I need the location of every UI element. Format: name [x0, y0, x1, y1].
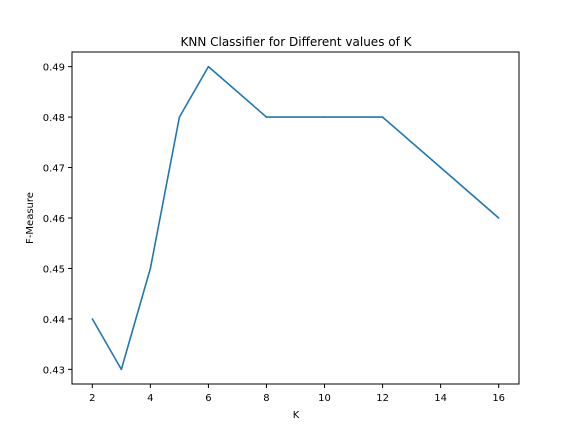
y-axis-label: F-Measure: [25, 192, 36, 244]
series-0-point-3: [178, 116, 181, 118]
x-tick-label-0: 2: [89, 393, 95, 404]
x-tick-label-4: 10: [318, 393, 331, 404]
series-0-point-0: [91, 318, 94, 320]
x-tick-label-3: 8: [263, 393, 269, 404]
y-axis-ticks: 0.43 0.44 0.45 0.46 0.47 0.48 0.49: [43, 63, 72, 376]
y-tick-label-3: 0.46: [43, 214, 65, 225]
x-axis-ticks: 2 4 6 8 10 12 14 16: [89, 384, 505, 404]
y-tick-label-0: 0.43: [43, 365, 65, 376]
series-0-point-7: [381, 116, 384, 118]
series-0-point-5: [265, 116, 268, 118]
series-0-point-8: [439, 166, 442, 169]
series-line-0: [91, 65, 500, 371]
y-tick-label-2: 0.45: [43, 264, 65, 275]
chart-title: KNN Classifier for Different values of K: [180, 35, 412, 49]
x-axis-label: K: [293, 410, 300, 421]
x-tick-label-7: 16: [492, 393, 505, 404]
x-tick-label-1: 4: [147, 393, 153, 404]
x-tick-label-6: 14: [434, 393, 447, 404]
series-0-point-6: [323, 116, 326, 118]
series-0-point-4: [207, 65, 210, 68]
x-tick-label-2: 6: [205, 393, 211, 404]
y-tick-label-5: 0.48: [43, 113, 65, 124]
y-tick-label-1: 0.44: [43, 315, 65, 326]
y-tick-label-4: 0.47: [43, 164, 65, 175]
series-0-point-1: [120, 368, 123, 371]
plot-frame: [71, 51, 520, 385]
y-tick-label-6: 0.49: [43, 63, 65, 74]
series-layer: [91, 65, 500, 371]
series-0-point-2: [149, 267, 152, 270]
series-0-point-9: [497, 217, 500, 219]
x-tick-label-5: 12: [376, 393, 389, 404]
plot-area: [72, 52, 519, 384]
